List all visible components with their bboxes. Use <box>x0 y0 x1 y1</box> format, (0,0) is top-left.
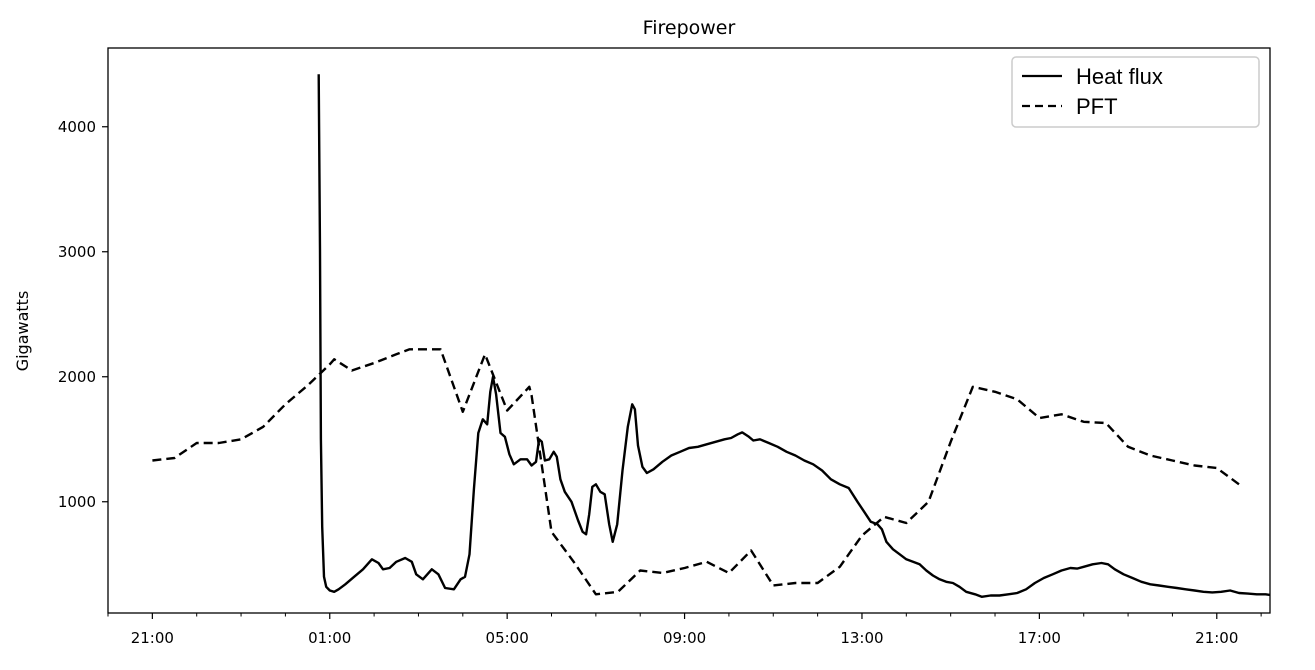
plot-frame <box>107 47 1271 614</box>
y-tick-label: 1000 <box>58 493 96 511</box>
x-tick-label: 17:00 <box>1018 629 1061 647</box>
y-axis-label: Gigawatts <box>13 291 32 372</box>
legend-label-heat-flux: Heat flux <box>1076 64 1163 89</box>
y-tick-label: 4000 <box>58 118 96 136</box>
x-tick-label: 09:00 <box>663 629 706 647</box>
legend-box <box>1011 56 1260 128</box>
y-axis: 1000 2000 3000 4000 <box>58 118 108 511</box>
x-tick-label: 05:00 <box>486 629 529 647</box>
legend: Heat flux PFT <box>1011 56 1260 128</box>
series-line-pft <box>152 348 1240 596</box>
x-tick-label: 21:00 <box>1195 629 1238 647</box>
plot-area <box>107 47 1271 614</box>
x-tick-label: 13:00 <box>840 629 883 647</box>
series-line-heat-flux <box>317 74 1270 598</box>
y-tick-label: 2000 <box>58 368 96 386</box>
legend-label-pft: PFT <box>1076 94 1118 119</box>
x-tick-label: 21:00 <box>131 629 174 647</box>
y-tick-label: 3000 <box>58 243 96 261</box>
chart-title: Firepower <box>643 17 736 39</box>
x-axis: 21:00 01:00 05:00 09:00 13:00 17:00 21:00 <box>107 613 1262 647</box>
x-tick-label: 01:00 <box>308 629 351 647</box>
